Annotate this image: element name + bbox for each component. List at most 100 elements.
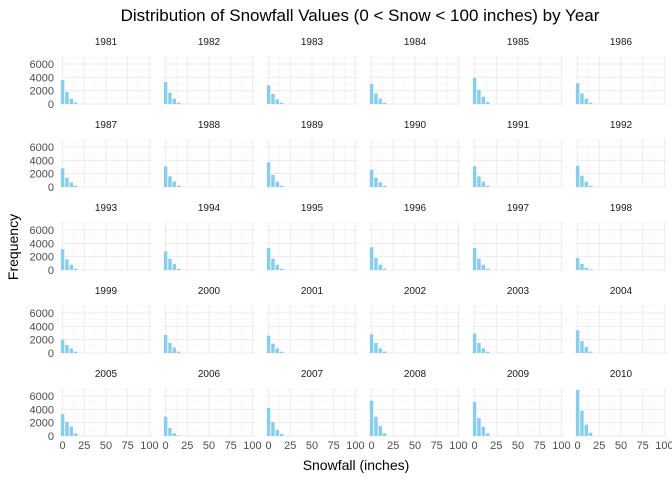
facet-label: 1985 — [507, 37, 530, 48]
x-tick-label: 75 — [431, 440, 443, 452]
x-tick-label: 0 — [369, 440, 375, 452]
histogram-bar — [378, 348, 383, 353]
histogram-bar — [374, 93, 378, 104]
histogram-bar — [580, 264, 584, 270]
histogram-bar — [176, 102, 181, 104]
histogram-bar — [275, 430, 280, 436]
facet-label: 1989 — [301, 120, 324, 131]
histogram-bar — [65, 92, 69, 104]
histogram-bar — [575, 330, 580, 353]
facet-panel-1990: 1990 — [369, 120, 461, 188]
facet-label: 1983 — [301, 37, 324, 48]
histogram-bar — [73, 102, 78, 104]
histogram-bar — [69, 182, 74, 187]
facet-panel-1995: 1995 — [266, 203, 358, 271]
facet-label: 2006 — [198, 369, 221, 380]
facet-panel-1983: 1983 — [266, 37, 358, 105]
facet-label: 1990 — [404, 120, 427, 131]
x-tick-label: 75 — [122, 440, 134, 452]
histogram-bar — [477, 418, 481, 436]
histogram-bar — [172, 264, 177, 270]
facet-label: 2007 — [301, 369, 324, 380]
histogram-bar — [73, 268, 78, 270]
histogram-bar — [65, 345, 69, 353]
facet-panel-2002: 2002 — [369, 286, 461, 354]
facet-label: 1994 — [198, 203, 221, 214]
facet-label: 2004 — [610, 286, 633, 297]
histogram-bar — [584, 181, 589, 187]
histogram-bar — [73, 185, 78, 187]
histogram-bar — [163, 166, 168, 187]
histogram-bar — [575, 83, 580, 104]
histogram-bar — [472, 166, 477, 187]
histogram-bar — [279, 351, 284, 353]
histogram-bar — [378, 98, 383, 104]
histogram-bar — [481, 348, 486, 353]
y-tick-label: 0 — [48, 182, 54, 194]
histogram-bar — [266, 248, 271, 270]
facet-panel-1997: 1997 — [472, 203, 564, 271]
facet-label: 2005 — [95, 369, 118, 380]
x-tick-label: 100 — [449, 440, 467, 452]
histogram-bar — [584, 98, 589, 104]
histogram-bar — [172, 98, 177, 104]
x-tick-label: 25 — [181, 440, 193, 452]
histogram-bar — [69, 348, 74, 353]
histogram-bar — [271, 94, 275, 104]
y-tick-label: 4000 — [30, 321, 54, 333]
y-tick-label: 6000 — [30, 59, 54, 71]
histogram-bar — [374, 343, 378, 353]
histogram-bar — [271, 258, 275, 270]
histogram-bar — [378, 426, 383, 436]
histogram-bar — [382, 268, 387, 270]
facet-panel-1996: 1996 — [369, 203, 461, 271]
y-tick-label: 2000 — [30, 86, 54, 98]
histogram-bar — [275, 264, 280, 270]
histogram-bar — [172, 347, 177, 353]
facet-panel-1994: 1994 — [163, 203, 255, 271]
y-tick-label: 4000 — [30, 72, 54, 84]
y-tick-label: 6000 — [30, 391, 54, 403]
histogram-bar — [163, 335, 168, 353]
facet-label: 2009 — [507, 369, 530, 380]
x-tick-label: 75 — [534, 440, 546, 452]
histogram-bar — [485, 185, 490, 187]
facet-panel-1986: 1986 — [575, 37, 667, 105]
x-tick-label: 25 — [387, 440, 399, 452]
histogram-bar — [481, 96, 486, 104]
x-tick-label: 0 — [163, 440, 169, 452]
x-tick-label: 50 — [615, 440, 627, 452]
y-tick-label: 2000 — [30, 252, 54, 264]
histogram-bar — [369, 334, 374, 353]
histogram-bar — [69, 426, 74, 436]
facet-label: 1984 — [404, 37, 427, 48]
facet-label: 2010 — [610, 369, 633, 380]
x-tick-label: 25 — [490, 440, 502, 452]
histogram-bar — [271, 343, 275, 353]
histogram-bar — [382, 351, 387, 353]
y-tick-label: 2000 — [30, 335, 54, 347]
histogram-bar — [580, 175, 584, 187]
histogram-bar — [73, 351, 78, 353]
facet-label: 2002 — [404, 286, 427, 297]
x-tick-label: 0 — [472, 440, 478, 452]
facet-label: 1981 — [95, 37, 118, 48]
histogram-bar — [369, 247, 374, 270]
histogram-bar — [382, 185, 387, 187]
x-tick-label: 100 — [346, 440, 364, 452]
histogram-bar — [477, 90, 481, 104]
facet-panel-1991: 1991 — [472, 120, 564, 188]
histogram-bar — [172, 433, 177, 436]
histogram-bar — [369, 400, 374, 436]
histogram-bar — [275, 348, 280, 353]
histogram-bar — [172, 181, 177, 187]
histogram-bar — [266, 408, 271, 436]
histogram-bar — [279, 268, 284, 270]
histogram-bar — [477, 258, 481, 270]
histogram-bar — [481, 264, 486, 270]
histogram-bar — [60, 414, 65, 436]
